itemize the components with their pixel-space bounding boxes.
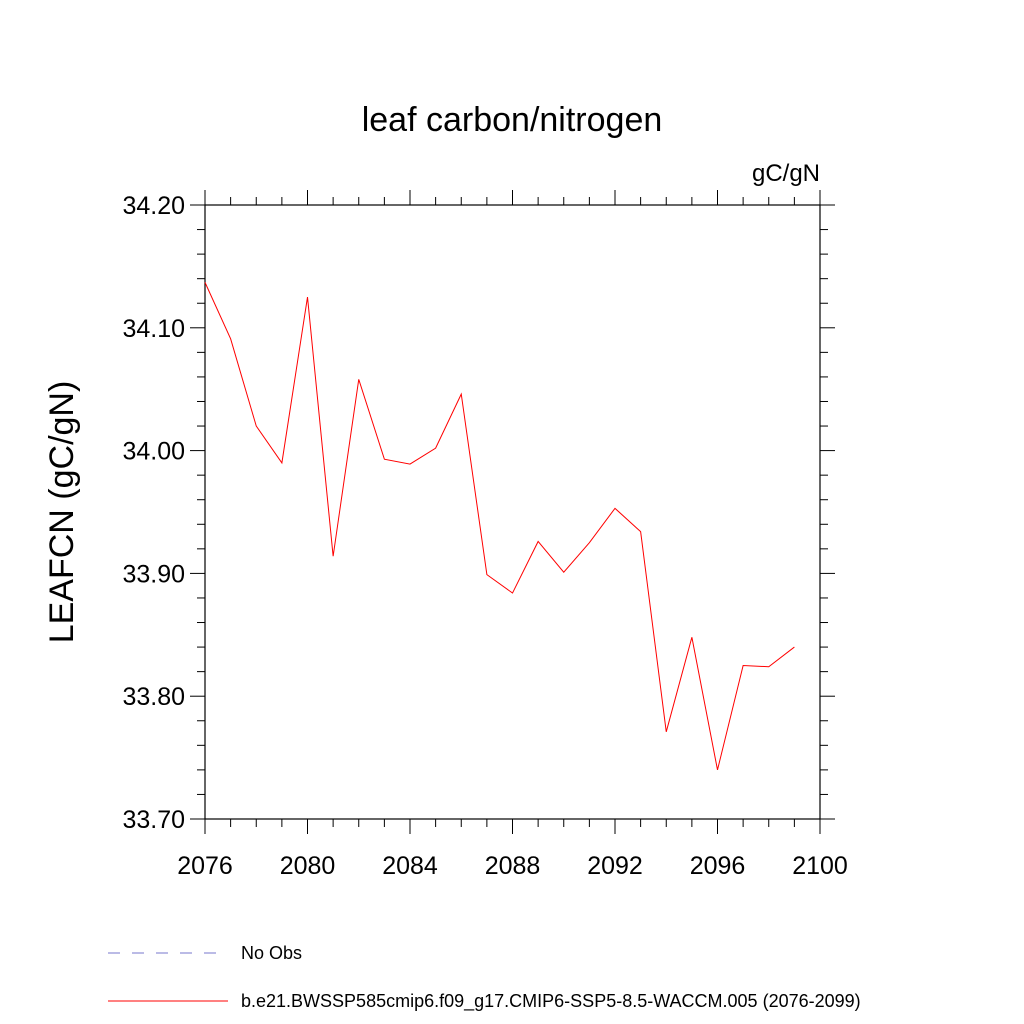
x-axis-ticks	[204, 190, 821, 834]
y-tick-label: 34.10	[122, 315, 185, 343]
data-point	[691, 637, 692, 638]
data-point	[538, 541, 539, 542]
data-point	[461, 394, 462, 395]
data-point	[409, 464, 410, 465]
chart-title: leaf carbon/nitrogen	[362, 101, 663, 139]
data-point	[307, 297, 308, 298]
data-point	[281, 462, 282, 463]
data-point	[512, 592, 513, 593]
y-axis-label: LEAFCN (gC/gN)	[43, 381, 81, 644]
series-line	[204, 282, 795, 770]
x-tick-label: 2080	[280, 852, 336, 880]
y-axis-ticks	[190, 204, 835, 820]
x-tick-label: 2076	[177, 852, 233, 880]
data-point	[333, 556, 334, 557]
data-point	[717, 769, 718, 770]
y-tick-label: 33.80	[122, 683, 185, 711]
data-point	[230, 338, 231, 339]
y-tick-label: 33.90	[122, 560, 185, 588]
y-tick-label: 33.70	[122, 806, 185, 834]
data-point	[614, 508, 615, 509]
legend: No Obs b.e21.BWSSP585cmip6.f09_g17.CMIP6…	[108, 943, 861, 1012]
x-tick-label: 2084	[382, 852, 438, 880]
data-point	[589, 542, 590, 543]
x-axis-tick-labels: 2076 2080 2084 2088 2092 2096 2100	[177, 852, 848, 880]
x-tick-label: 2096	[690, 852, 746, 880]
data-point	[486, 574, 487, 575]
data-point	[384, 459, 385, 460]
y-axis-tick-labels: 33.70 33.80 33.90 34.00 34.10 34.20	[122, 192, 185, 834]
data-point	[768, 666, 769, 667]
data-point	[256, 425, 257, 426]
y-tick-label: 34.00	[122, 438, 185, 466]
data-point	[640, 531, 641, 532]
data-point	[358, 379, 359, 380]
data-point	[563, 572, 564, 573]
data-point	[435, 448, 436, 449]
legend-label-no-obs: No Obs	[241, 943, 302, 963]
series-layer	[204, 282, 795, 770]
data-point	[666, 731, 667, 732]
x-tick-label: 2100	[792, 852, 848, 880]
units-label: gC/gN	[752, 160, 820, 187]
data-point	[204, 282, 205, 283]
x-tick-label: 2092	[587, 852, 643, 880]
y-tick-label: 34.20	[122, 192, 185, 220]
data-point	[743, 665, 744, 666]
x-tick-label: 2088	[485, 852, 541, 880]
data-point	[794, 646, 795, 647]
legend-label-model-run: b.e21.BWSSP585cmip6.f09_g17.CMIP6-SSP5-8…	[241, 991, 861, 1012]
